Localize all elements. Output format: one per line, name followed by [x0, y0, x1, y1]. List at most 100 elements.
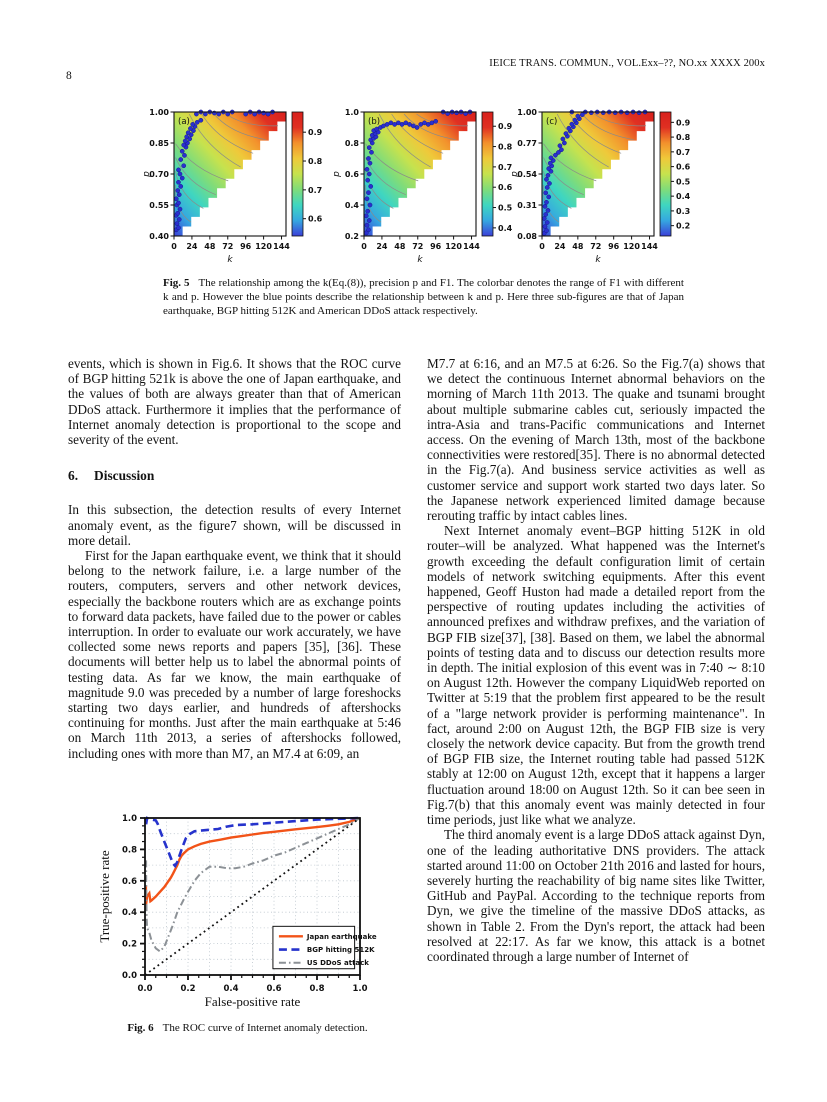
svg-text:0.40: 0.40	[149, 232, 169, 241]
section-number: 6.	[68, 468, 79, 484]
svg-text:1.00: 1.00	[517, 108, 537, 117]
svg-text:0.6: 0.6	[676, 163, 691, 172]
svg-text:72: 72	[590, 242, 601, 251]
scatter-point	[588, 110, 594, 116]
svg-text:96: 96	[240, 242, 252, 251]
svg-text:0.7: 0.7	[308, 186, 322, 195]
svg-text:120: 120	[445, 242, 462, 251]
scatter-point	[176, 200, 181, 206]
contour-line	[581, 113, 634, 140]
scatter-point	[265, 111, 271, 117]
scatter-point	[190, 122, 196, 127]
svg-text:0.55: 0.55	[149, 201, 169, 210]
contour-line	[213, 113, 266, 140]
contour-line	[175, 157, 216, 195]
scatter-point	[546, 166, 552, 171]
svg-text:0.4: 0.4	[223, 984, 238, 994]
svg-text:0.8: 0.8	[309, 984, 324, 994]
legend-box	[272, 925, 356, 970]
x-axis-label: k	[227, 255, 233, 265]
svg-text:0: 0	[171, 242, 177, 251]
scatter-point	[216, 111, 222, 117]
journal-header: IEICE TRANS. COMMUN., VOL.Exx–??, NO.xx …	[489, 58, 765, 69]
figure6-caption-text: The ROC curve of Internet anomaly detect…	[162, 1022, 368, 1034]
svg-text:144: 144	[463, 242, 480, 251]
contour-line	[365, 171, 394, 209]
svg-text:0.70: 0.70	[149, 170, 169, 179]
contour-line	[543, 157, 584, 195]
roc-curve	[145, 817, 361, 953]
scatter-point	[176, 167, 181, 173]
panel-label: (a)	[178, 117, 190, 127]
scatter-point	[553, 152, 558, 158]
scatter-point	[194, 119, 200, 125]
left-column: events, which is shown in Fig.6. It show…	[68, 356, 401, 761]
contour-region	[174, 112, 286, 236]
scatter-point	[364, 196, 370, 202]
svg-text:0.4: 0.4	[122, 908, 137, 918]
scatter-point	[544, 185, 550, 190]
svg-text:0.0: 0.0	[122, 971, 137, 981]
section-title: Discussion	[94, 468, 155, 484]
scatter-point	[176, 225, 181, 231]
paragraph: M7.7 at 6:16, and an M7.5 at 6:26. So th…	[427, 356, 765, 524]
svg-text:0.6: 0.6	[122, 877, 137, 887]
paragraph: First for the Japan earthquake event, we…	[68, 548, 401, 761]
scatter-point	[543, 190, 549, 196]
scatter-point	[556, 150, 561, 155]
svg-text:0.5: 0.5	[498, 204, 513, 213]
scatter-point	[184, 134, 190, 140]
scatter-point	[544, 199, 549, 205]
scatter-point	[566, 125, 572, 131]
contour-line	[594, 113, 647, 127]
contour-line	[175, 143, 229, 182]
scatter-point	[544, 177, 549, 182]
y-axis-label: p	[332, 171, 342, 178]
scatter-point	[181, 163, 187, 169]
panel-label: (b)	[368, 117, 380, 127]
svg-text:0.2: 0.2	[345, 232, 359, 241]
scatter-point	[177, 206, 183, 212]
svg-text:0.9: 0.9	[498, 122, 513, 131]
legend-label: Japan earthquake	[306, 933, 377, 941]
scatter-point	[612, 110, 618, 116]
paragraph: The third anomaly event is a large DDoS …	[427, 827, 765, 964]
colorbar	[481, 111, 494, 237]
contour-line	[175, 171, 204, 209]
svg-text:0.6: 0.6	[345, 170, 360, 179]
contour-line	[226, 113, 279, 127]
roc-curve	[144, 816, 361, 869]
scatter-point	[543, 212, 549, 217]
scatter-point	[563, 131, 569, 136]
scatter-point	[367, 160, 373, 166]
svg-text:144: 144	[273, 242, 290, 251]
figure5-contour-plots: 0 24 48 72 96 120 144 0.40 0.55 0.70 0.85 1.00 p k (a)…	[138, 106, 698, 268]
svg-text:0.4: 0.4	[345, 201, 360, 210]
contour-region	[542, 112, 654, 236]
svg-text:0.2: 0.2	[122, 940, 137, 950]
svg-text:72: 72	[412, 242, 423, 251]
scatter-point	[575, 113, 581, 119]
contour-line	[543, 143, 597, 182]
scatter-point	[544, 220, 550, 225]
svg-text:144: 144	[641, 242, 658, 251]
x-axis-label: k	[595, 255, 601, 265]
scatter-point	[178, 157, 184, 162]
scatter-point	[557, 143, 563, 149]
figure5-svg: 0 24 48 72 96 120 1440.400.550.700.851.00pk(a)…	[142, 108, 691, 265]
x-axis-label: k	[417, 255, 423, 265]
svg-text:0.08: 0.08	[517, 232, 537, 241]
paragraph: events, which is shown in Fig.6. It show…	[68, 356, 401, 448]
scatter-point	[366, 218, 372, 223]
scatter-point	[181, 142, 187, 148]
figure6-caption: Fig. 6 The ROC curve of Internet anomaly …	[95, 1022, 400, 1034]
svg-text:1.0: 1.0	[122, 814, 137, 824]
scatter-point	[366, 156, 371, 161]
svg-text:0.0: 0.0	[137, 984, 152, 994]
scatter-point	[433, 118, 439, 124]
contour-line	[365, 157, 406, 195]
svg-text:120: 120	[255, 242, 272, 251]
svg-text:0.5: 0.5	[676, 177, 691, 186]
paragraph: Next Internet anomaly event–BGP hitting …	[427, 523, 765, 828]
scatter-point	[176, 217, 182, 222]
